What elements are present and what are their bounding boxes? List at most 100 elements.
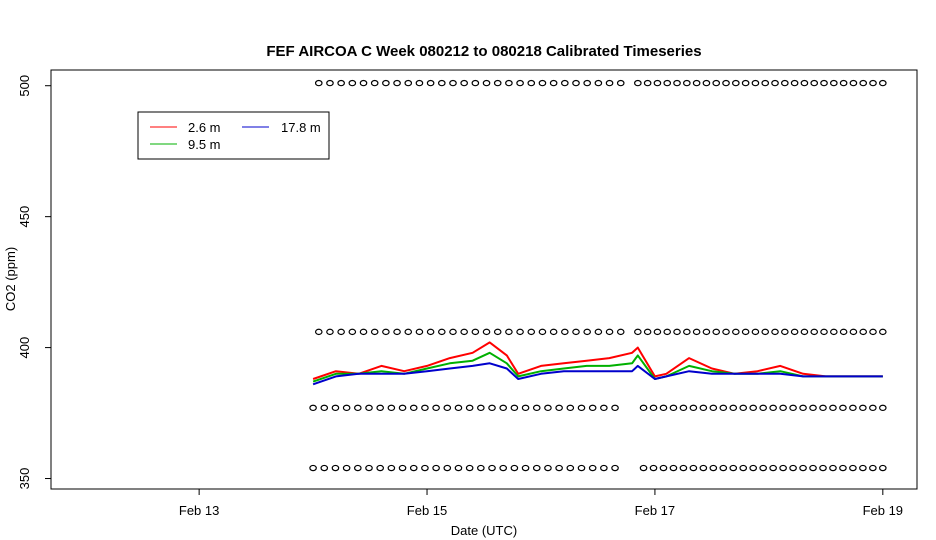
reference-marker <box>382 79 390 87</box>
reference-marker <box>759 464 767 472</box>
reference-marker <box>320 404 329 412</box>
reference-marker <box>653 328 662 336</box>
reference-marker <box>320 464 329 472</box>
reference-marker <box>702 79 711 87</box>
reference-marker <box>669 404 678 412</box>
reference-marker <box>800 328 809 336</box>
reference-marker <box>683 328 691 336</box>
reference-marker <box>869 79 877 87</box>
reference-marker <box>505 328 513 336</box>
reference-marker <box>749 464 758 472</box>
reference-marker <box>549 79 558 87</box>
reference-marker <box>741 79 750 87</box>
reference-marker <box>510 404 519 412</box>
reference-marker <box>616 79 625 87</box>
reference-marker <box>639 404 648 412</box>
reference-marker <box>398 464 407 472</box>
reference-marker <box>409 404 418 412</box>
reference-marker <box>739 464 748 472</box>
reference-marker <box>337 79 345 87</box>
reference-marker <box>810 328 819 336</box>
reference-marker <box>348 328 357 336</box>
reference-marker <box>600 464 608 472</box>
reference-marker <box>588 464 597 472</box>
reference-marker <box>393 79 401 87</box>
reference-marker <box>879 79 887 87</box>
reference-marker <box>387 464 396 472</box>
reference-marker <box>634 328 642 336</box>
reference-marker <box>849 404 857 412</box>
reference-marker <box>769 404 777 412</box>
reference-marker <box>572 79 580 87</box>
reference-marker <box>649 404 658 412</box>
reference-marker <box>771 79 779 87</box>
reference-marker <box>679 464 688 472</box>
reference-marker <box>751 79 760 87</box>
reference-marker <box>799 404 807 412</box>
reference-marker <box>839 404 847 412</box>
reference-marker <box>326 79 334 87</box>
reference-marker <box>790 328 799 336</box>
reference-marker <box>387 404 396 412</box>
reference-marker <box>477 404 485 412</box>
reference-marker <box>719 404 728 412</box>
reference-marker <box>499 404 508 412</box>
reference-marker <box>594 328 603 336</box>
reference-marker <box>849 328 858 336</box>
reference-marker <box>781 79 789 87</box>
reference-marker <box>342 464 351 472</box>
reference-marker <box>600 404 608 412</box>
reference-marker <box>729 404 738 412</box>
reference-marker <box>309 464 317 472</box>
reference-marker <box>482 79 491 87</box>
reference-marker <box>482 328 491 336</box>
reference-marker <box>869 404 877 412</box>
reference-marker <box>653 79 662 87</box>
reference-marker <box>460 79 468 87</box>
reference-marker <box>702 328 711 336</box>
reference-marker <box>732 79 740 87</box>
reference-marker <box>683 79 691 87</box>
reference-marker <box>859 328 868 336</box>
reference-marker <box>663 328 672 336</box>
legend-box <box>137 111 330 160</box>
reference-marker <box>471 328 480 336</box>
reference-marker <box>454 404 463 412</box>
reference-marker <box>820 328 828 336</box>
reference-marker <box>555 404 563 412</box>
reference-marker <box>555 464 563 472</box>
reference-marker <box>443 404 452 412</box>
reference-marker <box>663 79 672 87</box>
legend: 2.6 m 9.5 m 17.8 m <box>137 111 330 160</box>
reference-marker <box>488 464 496 472</box>
reference-marker <box>839 328 848 336</box>
reference-marker <box>859 79 868 87</box>
reference-marker <box>649 464 658 472</box>
reference-marker <box>611 464 619 472</box>
reference-marker <box>532 464 541 472</box>
reference-marker <box>527 328 536 336</box>
reference-marker <box>376 464 384 472</box>
series-line-1 <box>312 341 883 380</box>
reference-marker <box>809 404 817 412</box>
reference-marker <box>800 79 809 87</box>
series-line-3 <box>312 362 883 386</box>
reference-marker <box>699 464 708 472</box>
reference-marker <box>421 404 429 412</box>
reference-marker <box>588 404 597 412</box>
legend-label-series-2: 9.5 m <box>188 137 221 152</box>
reference-marker <box>722 328 730 336</box>
reference-markers <box>309 79 887 472</box>
reference-marker <box>561 79 569 87</box>
reference-marker <box>594 79 603 87</box>
reference-marker <box>741 328 750 336</box>
reference-marker <box>583 79 591 87</box>
reference-marker <box>779 464 787 472</box>
reference-marker <box>879 464 887 472</box>
reference-marker <box>673 328 681 336</box>
reference-marker <box>709 464 718 472</box>
reference-marker <box>830 79 838 87</box>
reference-marker <box>370 79 379 87</box>
x-tick-label: Feb 15 <box>407 503 447 518</box>
